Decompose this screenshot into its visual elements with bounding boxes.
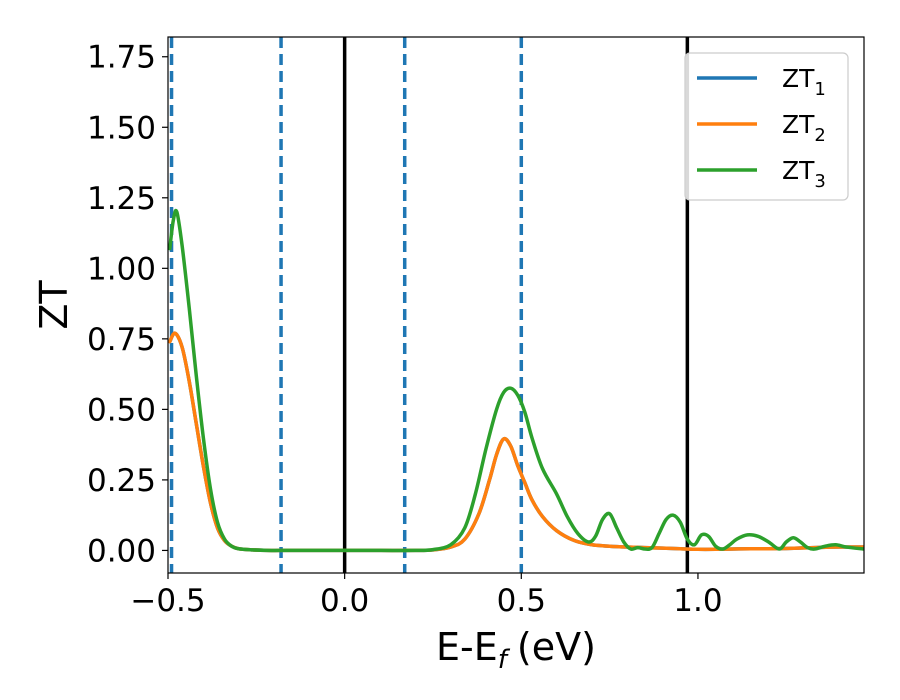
series-lines: [168, 208, 864, 553]
series-line-zt3: [168, 208, 864, 553]
x-axis-title-sub: f: [498, 645, 511, 675]
legend-label-zt2: ZT2: [782, 110, 826, 146]
y-tick-label: 1.00: [87, 251, 156, 287]
y-tick-label: 0.75: [87, 322, 156, 358]
axis-ticks: −0.5 0.0 0.5 1.0 0.00 0.25 0.50 0.75 1.00 1.25 1.5…: [87, 40, 723, 619]
x-axis-title-main: E-E: [436, 625, 498, 669]
plot-frame: [167, 36, 865, 574]
x-tick-label: 0.0: [320, 583, 369, 619]
x-axis-title-unit: (eV): [517, 625, 596, 669]
y-tick-label: 1.75: [87, 40, 156, 76]
series-line-zt2: [168, 331, 864, 553]
y-tick-label: 1.25: [87, 181, 156, 217]
legend-box: [684, 52, 849, 201]
legend-label-zt1: ZT1: [782, 64, 826, 100]
legend-label-zt3: ZT3: [782, 156, 826, 192]
legend: ZT1 ZT2 ZT3: [684, 52, 849, 201]
y-axis-title: ZT: [32, 280, 76, 330]
y-tick-label: 1.50: [87, 110, 156, 146]
x-tick-label: −0.5: [130, 583, 205, 619]
series-line-zt1: [168, 331, 864, 553]
x-axis-title: E-Ef (eV): [436, 625, 596, 675]
reference-lines: [169, 37, 690, 573]
y-tick-label: 0.50: [87, 392, 156, 428]
x-tick-label: 1.0: [673, 583, 722, 619]
y-tick-label: 0.00: [87, 533, 156, 569]
y-tick-label: 0.25: [87, 463, 156, 499]
x-tick-label: 0.5: [497, 583, 546, 619]
